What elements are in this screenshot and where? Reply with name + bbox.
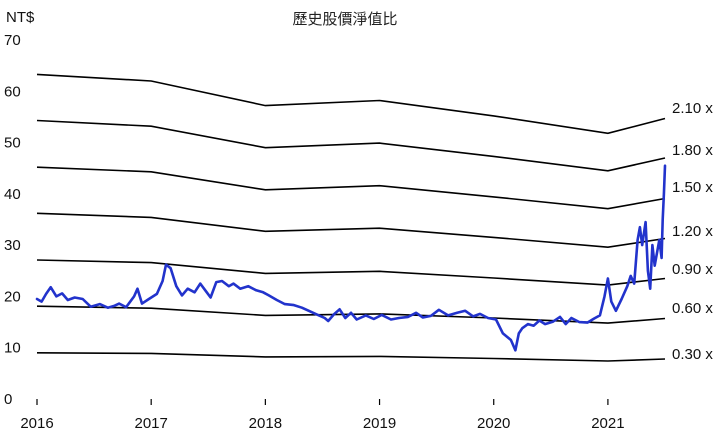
band-line-6 [36,352,666,362]
x-tick-label-3: 2019 [363,415,396,432]
band-line-3 [36,212,666,249]
y-tick-label-1: 10 [4,340,21,357]
y-tick-label-7: 70 [4,32,21,49]
y-tick-label-3: 30 [4,237,21,254]
chart-title: 歷史股價淨值比 [292,10,397,28]
band-label-0: 2.10 x [672,100,713,117]
band-label-6: 0.30 x [672,346,713,363]
y-axis: 0 10 20 30 40 50 60 70 [4,32,21,408]
band-line-5 [36,305,666,324]
price-line [35,164,667,352]
band-label-5: 0.60 x [672,300,713,317]
y-tick-label-0: 0 [4,391,12,408]
band-lines [36,73,666,362]
y-axis-unit: NT$ [6,9,35,26]
band-line-1 [36,119,666,172]
x-axis: 2016 2017 2018 2019 2020 2021 [20,399,625,432]
band-label-4: 0.90 x [672,261,713,278]
band-line-4 [36,259,666,286]
y-tick-label-4: 40 [4,186,21,203]
band-labels: 2.10 x 1.80 x 1.50 x 1.20 x 0.90 x 0.60 x 0.30… [672,100,713,363]
band-label-1: 1.80 x [672,142,713,159]
band-line-2 [36,166,666,210]
y-tick-label-2: 20 [4,288,21,305]
x-tick-label-5: 2021 [591,415,624,432]
x-tick-label-2: 2018 [249,415,282,432]
x-tick-label-4: 2020 [477,415,510,432]
y-tick-label-6: 60 [4,83,21,100]
band-label-2: 1.50 x [672,179,713,196]
band-line-0 [36,73,666,135]
band-label-3: 1.20 x [672,223,713,240]
x-tick-label-0: 2016 [20,415,53,432]
price-series [35,164,667,352]
y-tick-label-5: 50 [4,135,21,152]
x-tick-label-1: 2017 [134,415,167,432]
